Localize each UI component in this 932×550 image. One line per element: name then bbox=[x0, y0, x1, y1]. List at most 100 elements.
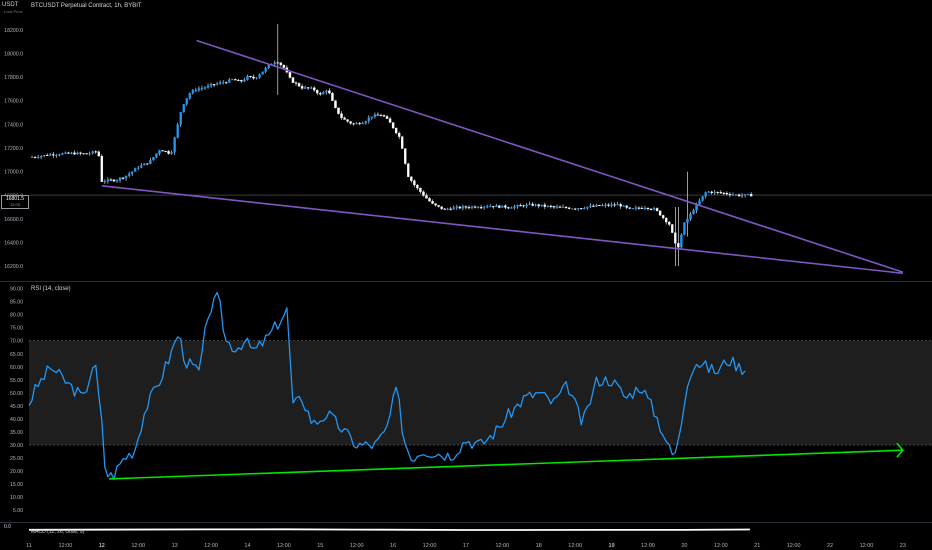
candle-body bbox=[346, 119, 349, 122]
candle-body bbox=[428, 198, 431, 202]
candle-body bbox=[549, 205, 553, 207]
candle-body bbox=[331, 92, 334, 101]
macd-pane[interactable]: MACD (12, 26, close, 9) 0.0 bbox=[0, 523, 932, 538]
candle-body bbox=[279, 62, 283, 66]
candle-body bbox=[191, 90, 195, 94]
candle-body bbox=[36, 157, 40, 159]
candle-body bbox=[683, 222, 686, 235]
pane-divider[interactable] bbox=[0, 522, 932, 523]
pane-divider[interactable] bbox=[0, 281, 932, 282]
candle-body bbox=[613, 204, 616, 206]
candle-body bbox=[558, 206, 562, 208]
candle-body bbox=[467, 207, 471, 209]
candle-body bbox=[49, 154, 52, 156]
candle-body bbox=[349, 121, 352, 124]
candle-body bbox=[316, 90, 319, 94]
candle-body bbox=[404, 148, 407, 164]
candle-body bbox=[42, 154, 46, 157]
rsi-legend[interactable]: RSI (14, close) bbox=[31, 286, 71, 292]
candle-body bbox=[94, 151, 97, 153]
time-axis-label: 12:00 bbox=[277, 543, 291, 549]
y-tick-label: 18200.0 bbox=[4, 28, 23, 34]
candle-body bbox=[155, 153, 158, 158]
candle-body bbox=[628, 207, 631, 209]
time-axis-label: 20 bbox=[681, 543, 687, 549]
candle-body bbox=[58, 154, 61, 156]
macd-line bbox=[28, 528, 750, 531]
candle-body bbox=[173, 137, 176, 153]
candle-body bbox=[240, 80, 243, 82]
rsi-y-tick-label: 70.00 bbox=[10, 339, 23, 345]
support-trendline bbox=[101, 185, 903, 275]
candle-body bbox=[689, 213, 692, 220]
candle-body bbox=[543, 204, 547, 207]
rsi-y-tick-label: 65.00 bbox=[10, 352, 23, 358]
candle-body bbox=[407, 163, 410, 177]
price-pane[interactable]: 18200.0 18000.0 17800.0 17600.0 17400.0 17200… bbox=[0, 0, 932, 281]
candle-body bbox=[64, 152, 67, 154]
candle-body bbox=[79, 152, 82, 154]
candle-body bbox=[513, 206, 516, 208]
time-axis-label: 12:00 bbox=[131, 543, 145, 549]
candle-body bbox=[655, 208, 659, 211]
candle-body bbox=[552, 206, 556, 208]
candle-body bbox=[452, 207, 455, 210]
candle-body bbox=[416, 184, 419, 189]
candle-body bbox=[455, 206, 459, 208]
candle-body bbox=[501, 205, 504, 208]
candle-body bbox=[355, 123, 358, 125]
time-axis-label: 16 bbox=[390, 543, 396, 549]
rsi-chart[interactable]: 90.00 85.00 80.00 75.00 70.00 65.00 60.00 55.00… bbox=[0, 282, 932, 522]
candle-body bbox=[388, 118, 392, 123]
candle-body bbox=[443, 208, 446, 210]
candle-body bbox=[291, 77, 295, 83]
candle-body bbox=[361, 123, 364, 125]
rsi-y-tick-label: 85.00 bbox=[10, 300, 23, 306]
candle-body bbox=[33, 156, 37, 158]
candle-body bbox=[185, 98, 188, 105]
candle-body bbox=[570, 208, 574, 210]
time-axis[interactable]: 11 12:00 12 12:00 13 12:00 14 12:00 15 12:00 16 12:… bbox=[0, 538, 932, 550]
macd-legend[interactable]: MACD (12, 26, close, 9) bbox=[31, 529, 85, 535]
candle-body bbox=[252, 76, 255, 79]
rsi-y-tick-label: 15.00 bbox=[10, 482, 23, 488]
candle-body bbox=[516, 205, 519, 207]
candle-body bbox=[176, 124, 179, 138]
candle-body bbox=[246, 76, 249, 80]
candle-body bbox=[492, 206, 495, 208]
candle-body bbox=[115, 180, 119, 182]
candle-body bbox=[364, 121, 368, 124]
price-chart[interactable]: 18200.0 18000.0 17800.0 17600.0 17400.0 17200… bbox=[0, 0, 932, 281]
candle-body bbox=[370, 116, 374, 118]
rsi-pane[interactable]: 90.00 85.00 80.00 75.00 70.00 65.00 60.00 55.00… bbox=[0, 282, 932, 522]
candle-body bbox=[531, 203, 534, 206]
candle-body bbox=[225, 82, 228, 84]
rsi-y-tick-label: 60.00 bbox=[10, 365, 23, 371]
time-axis-labels: 11 12:00 12 12:00 13 12:00 14 12:00 15 12:00 16 12:… bbox=[26, 543, 906, 549]
time-axis-label: 13 bbox=[172, 543, 178, 549]
candle-body bbox=[476, 207, 480, 209]
candle-body bbox=[534, 204, 537, 206]
candle-body bbox=[264, 67, 267, 72]
candle-body bbox=[267, 64, 270, 69]
candle-body bbox=[309, 87, 313, 89]
candle-body bbox=[182, 104, 185, 113]
candle-body bbox=[725, 193, 729, 195]
bar-countdown: 12:05 bbox=[9, 202, 20, 207]
macd-chart[interactable] bbox=[0, 523, 932, 538]
rsi-y-tick-label: 30.00 bbox=[10, 443, 23, 449]
y-tick-label: 16400.0 bbox=[4, 241, 23, 247]
time-axis-label: 12:00 bbox=[59, 543, 73, 549]
candle-body bbox=[170, 152, 173, 154]
candle-body bbox=[631, 208, 635, 210]
candle-body bbox=[658, 210, 662, 216]
candle-body bbox=[373, 114, 377, 117]
symbol-title[interactable]: BTCUSDT Perpetual Contract, 1h, BYBIT bbox=[31, 3, 142, 9]
candle-body bbox=[197, 88, 201, 91]
rsi-band bbox=[29, 340, 932, 446]
time-axis-label: 12:00 bbox=[787, 543, 801, 549]
time-axis-label: 23 bbox=[900, 543, 906, 549]
plot-background bbox=[29, 0, 932, 281]
candle-body bbox=[437, 205, 440, 207]
candle-body bbox=[580, 208, 583, 210]
